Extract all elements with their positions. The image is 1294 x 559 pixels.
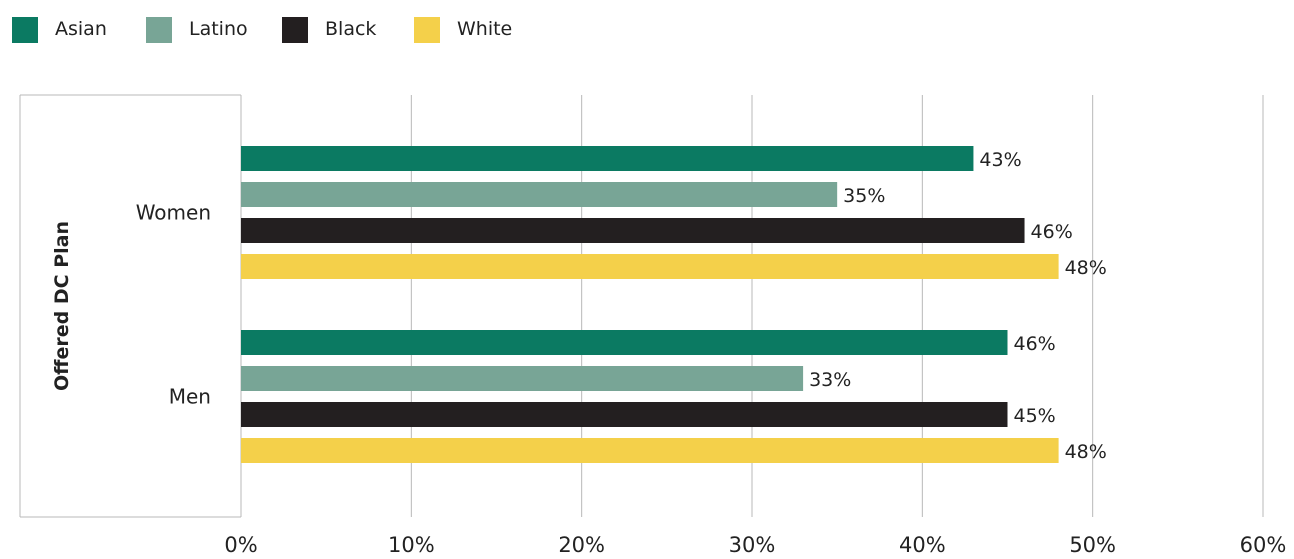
data-label: 35% — [843, 185, 885, 207]
legend-swatch-white — [414, 17, 440, 43]
data-label: 33% — [809, 369, 851, 391]
legend-label-black: Black — [325, 18, 377, 40]
bar-asian-men — [241, 330, 1008, 355]
legend-swatch-black — [282, 17, 308, 43]
bar-latino-women — [241, 182, 838, 207]
category-label: Men — [169, 385, 211, 409]
x-tick-label: 40% — [899, 533, 946, 557]
bar-asian-women — [241, 146, 974, 171]
bars — [241, 146, 1059, 463]
data-label: 46% — [1031, 221, 1073, 243]
legend-label-latino: Latino — [189, 18, 248, 40]
x-tick-label: 60% — [1240, 533, 1287, 557]
x-tick-label: 10% — [388, 533, 435, 557]
labels: 0% 10% 20% 30% 40% 50% 60% Offered DC Plan Women… — [51, 149, 1286, 557]
x-tick-label: 50% — [1069, 533, 1116, 557]
data-label: 45% — [1014, 405, 1056, 427]
bar-black-women — [241, 218, 1025, 243]
legend-swatch-latino — [146, 17, 172, 43]
data-label: 43% — [979, 149, 1021, 171]
legend-label-asian: Asian — [55, 18, 107, 40]
data-label: 48% — [1065, 257, 1107, 279]
bar-black-men — [241, 402, 1008, 427]
legend-swatch-asian — [12, 17, 38, 43]
legend-label-white: White — [457, 18, 513, 40]
x-tick-label: 0% — [224, 533, 257, 557]
x-tick-label: 20% — [558, 533, 605, 557]
category-label: Women — [136, 201, 211, 225]
x-tick-label: 30% — [729, 533, 776, 557]
bar-white-men — [241, 438, 1059, 463]
bar-white-women — [241, 254, 1059, 279]
data-label: 46% — [1014, 333, 1056, 355]
y-axis-title: Offered DC Plan — [51, 221, 73, 391]
bar-latino-men — [241, 366, 804, 391]
axis-frame — [19, 94, 241, 518]
data-label: 48% — [1065, 441, 1107, 463]
